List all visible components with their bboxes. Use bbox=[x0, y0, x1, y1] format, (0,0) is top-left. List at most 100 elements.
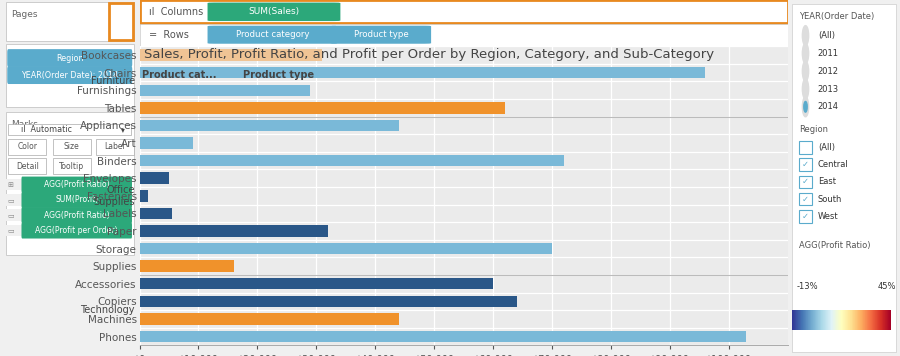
Bar bbox=[140, 23, 788, 46]
Bar bbox=[799, 210, 812, 222]
FancyBboxPatch shape bbox=[7, 66, 132, 84]
Bar bbox=[8, 139, 46, 155]
Bar bbox=[8, 158, 46, 174]
Text: Region: Region bbox=[799, 125, 828, 135]
Text: ▭: ▭ bbox=[7, 197, 14, 203]
Circle shape bbox=[803, 43, 808, 63]
Text: AGG(Profit Ratio): AGG(Profit Ratio) bbox=[44, 180, 110, 189]
Bar bbox=[140, 278, 493, 289]
Bar bbox=[5, 112, 134, 255]
FancyBboxPatch shape bbox=[22, 177, 132, 193]
Bar bbox=[5, 2, 134, 41]
Bar bbox=[109, 3, 133, 40]
Text: 2014: 2014 bbox=[818, 102, 839, 111]
Text: 2012: 2012 bbox=[818, 67, 839, 76]
Text: =  Rows: = Rows bbox=[149, 30, 189, 40]
Circle shape bbox=[804, 101, 807, 112]
Bar bbox=[140, 155, 563, 166]
FancyBboxPatch shape bbox=[22, 222, 132, 239]
Circle shape bbox=[803, 26, 808, 46]
Text: ▭: ▭ bbox=[7, 228, 14, 234]
Text: ⊞: ⊞ bbox=[7, 182, 14, 188]
Text: (All): (All) bbox=[818, 31, 835, 40]
Text: Sales, Profit, Profit Ratio, and Profit per Order by Region, Category, and Sub-C: Sales, Profit, Profit Ratio, and Profit … bbox=[144, 48, 714, 61]
Text: Technology: Technology bbox=[80, 305, 135, 315]
Bar bbox=[140, 0, 788, 23]
Text: ıl  Automatic: ıl Automatic bbox=[21, 125, 72, 134]
Bar bbox=[140, 102, 505, 114]
FancyBboxPatch shape bbox=[330, 26, 431, 44]
Bar bbox=[53, 158, 91, 174]
Bar bbox=[140, 243, 552, 254]
Text: ▾: ▾ bbox=[121, 125, 125, 134]
Text: AGG(Profit per Order): AGG(Profit per Order) bbox=[35, 226, 118, 235]
Circle shape bbox=[803, 79, 808, 99]
Text: Furniture: Furniture bbox=[91, 77, 135, 87]
Bar bbox=[5, 179, 22, 190]
Text: ıl  Columns: ıl Columns bbox=[149, 6, 203, 17]
Bar bbox=[53, 139, 91, 155]
Bar bbox=[96, 139, 134, 155]
Bar bbox=[140, 137, 193, 149]
Text: East: East bbox=[818, 177, 836, 187]
Bar bbox=[140, 295, 517, 307]
Bar bbox=[799, 176, 812, 188]
Text: (All): (All) bbox=[818, 143, 835, 152]
Circle shape bbox=[803, 61, 808, 81]
Text: West: West bbox=[818, 211, 839, 221]
Text: YEAR(Order Date): 2014: YEAR(Order Date): 2014 bbox=[22, 70, 118, 80]
Text: AGG(Profit Ratio): AGG(Profit Ratio) bbox=[799, 241, 870, 250]
Text: ✓: ✓ bbox=[802, 211, 809, 221]
Bar bbox=[140, 208, 172, 219]
Bar bbox=[140, 261, 234, 272]
FancyBboxPatch shape bbox=[7, 49, 132, 67]
Text: AGG(Profit Ratio): AGG(Profit Ratio) bbox=[44, 211, 110, 220]
Bar bbox=[799, 158, 812, 171]
Bar bbox=[799, 141, 812, 154]
Bar bbox=[140, 190, 148, 201]
Text: ✓: ✓ bbox=[802, 177, 809, 187]
Bar bbox=[5, 44, 134, 107]
Text: ✓: ✓ bbox=[802, 160, 809, 169]
Bar bbox=[140, 49, 322, 61]
Bar bbox=[5, 225, 22, 236]
Text: South: South bbox=[818, 194, 842, 204]
Bar bbox=[140, 331, 746, 342]
Text: SUM(Profit): SUM(Profit) bbox=[55, 195, 98, 204]
Text: Color: Color bbox=[17, 142, 37, 151]
Text: Region: Region bbox=[56, 53, 84, 63]
Bar bbox=[140, 225, 328, 237]
Text: Filters: Filters bbox=[11, 52, 39, 61]
Text: Product cat...: Product cat... bbox=[142, 70, 217, 80]
Bar bbox=[5, 194, 22, 206]
Text: Label: Label bbox=[104, 142, 125, 151]
Text: Tooltip: Tooltip bbox=[59, 162, 85, 171]
Bar bbox=[8, 124, 131, 135]
Text: Product category: Product category bbox=[236, 30, 309, 39]
Text: ▭: ▭ bbox=[7, 213, 14, 218]
Text: Pages: Pages bbox=[11, 10, 38, 19]
Text: Central: Central bbox=[818, 160, 849, 169]
Text: Product type: Product type bbox=[354, 30, 409, 39]
Text: Office
Supplies: Office Supplies bbox=[94, 185, 135, 206]
Text: 2011: 2011 bbox=[818, 49, 839, 58]
FancyBboxPatch shape bbox=[22, 207, 132, 223]
FancyBboxPatch shape bbox=[208, 26, 338, 44]
Bar bbox=[799, 193, 812, 205]
Text: Marks: Marks bbox=[11, 120, 38, 129]
Bar bbox=[140, 67, 705, 78]
Text: Product type: Product type bbox=[243, 70, 314, 80]
Text: 45%: 45% bbox=[878, 282, 896, 291]
FancyBboxPatch shape bbox=[208, 2, 340, 21]
Text: Size: Size bbox=[64, 142, 80, 151]
Bar bbox=[140, 313, 399, 325]
Bar bbox=[5, 209, 22, 221]
Bar bbox=[140, 173, 169, 184]
Bar bbox=[140, 84, 310, 96]
Text: 2013: 2013 bbox=[818, 84, 839, 94]
Text: SUM(Sales): SUM(Sales) bbox=[248, 7, 300, 16]
Text: ✓: ✓ bbox=[802, 194, 809, 204]
Circle shape bbox=[803, 97, 808, 117]
Text: -13%: -13% bbox=[796, 282, 818, 291]
Text: Detail: Detail bbox=[16, 162, 39, 171]
